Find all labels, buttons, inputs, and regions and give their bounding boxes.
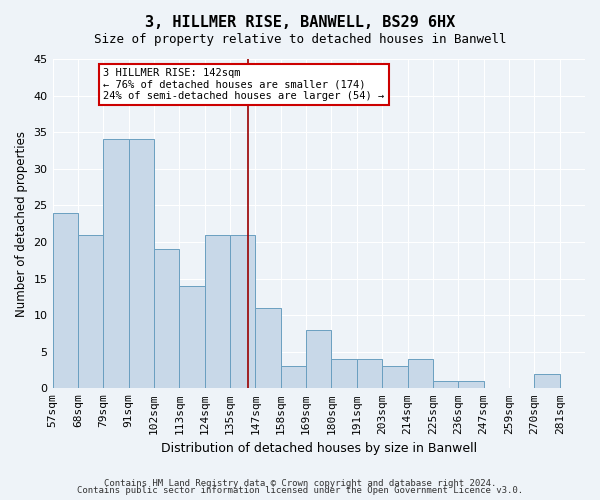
Text: Contains public sector information licensed under the Open Government Licence v3: Contains public sector information licen… [77,486,523,495]
Bar [103,140,128,388]
Bar [53,212,78,388]
Bar [230,234,256,388]
Bar [256,308,281,388]
Text: 3, HILLMER RISE, BANWELL, BS29 6HX: 3, HILLMER RISE, BANWELL, BS29 6HX [145,15,455,30]
Bar [407,359,433,388]
Text: Contains HM Land Registry data © Crown copyright and database right 2024.: Contains HM Land Registry data © Crown c… [104,478,496,488]
Bar [433,381,458,388]
Bar [78,234,103,388]
Bar [205,234,230,388]
Text: 3 HILLMER RISE: 142sqm
← 76% of detached houses are smaller (174)
24% of semi-de: 3 HILLMER RISE: 142sqm ← 76% of detached… [103,68,385,101]
Bar [458,381,484,388]
Bar [331,359,357,388]
Y-axis label: Number of detached properties: Number of detached properties [15,130,28,316]
Bar [281,366,306,388]
Bar [179,286,205,388]
Bar [306,330,331,388]
Bar [382,366,407,388]
Bar [128,140,154,388]
X-axis label: Distribution of detached houses by size in Banwell: Distribution of detached houses by size … [161,442,477,455]
Bar [357,359,382,388]
Bar [534,374,560,388]
Bar [154,250,179,388]
Text: Size of property relative to detached houses in Banwell: Size of property relative to detached ho… [94,32,506,46]
